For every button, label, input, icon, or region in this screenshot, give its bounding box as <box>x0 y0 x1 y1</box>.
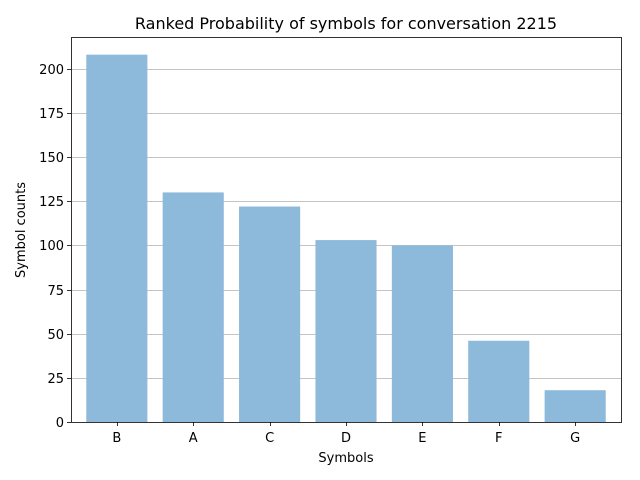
y-tick-label: 75 <box>47 284 64 299</box>
bar-D <box>315 240 377 422</box>
bar-B <box>86 54 148 422</box>
x-tick-label-F: F <box>495 431 502 446</box>
chart-title: Ranked Probability of symbols for conver… <box>135 14 557 33</box>
x-tick-label-G: G <box>570 431 580 446</box>
bar-A <box>162 192 224 422</box>
y-tick-label: 200 <box>39 63 64 78</box>
bar-G <box>544 390 606 422</box>
y-axis-label: Symbol counts <box>14 182 29 278</box>
y-tick-label: 50 <box>47 328 64 343</box>
bar-layer <box>86 54 606 422</box>
x-tick-label-B: B <box>112 431 121 446</box>
bar-E <box>391 245 453 422</box>
y-tick-layer: 0 25 50 75 100 125 150 175 200 <box>39 63 71 431</box>
bar-F <box>468 340 530 422</box>
y-tick-label: 150 <box>39 151 64 166</box>
x-tick-label-D: D <box>341 431 351 446</box>
y-tick-label: 175 <box>39 107 64 122</box>
x-tick-label-A: A <box>189 431 198 446</box>
y-tick-label: 25 <box>47 372 64 387</box>
y-tick-label: 125 <box>39 195 64 210</box>
x-tick-label-C: C <box>265 431 274 446</box>
x-axis-label: Symbols <box>318 451 373 466</box>
y-tick-label: 100 <box>39 239 64 254</box>
bar-C <box>239 206 301 422</box>
x-tick-label-E: E <box>418 431 426 446</box>
y-tick-label: 0 <box>56 416 64 431</box>
